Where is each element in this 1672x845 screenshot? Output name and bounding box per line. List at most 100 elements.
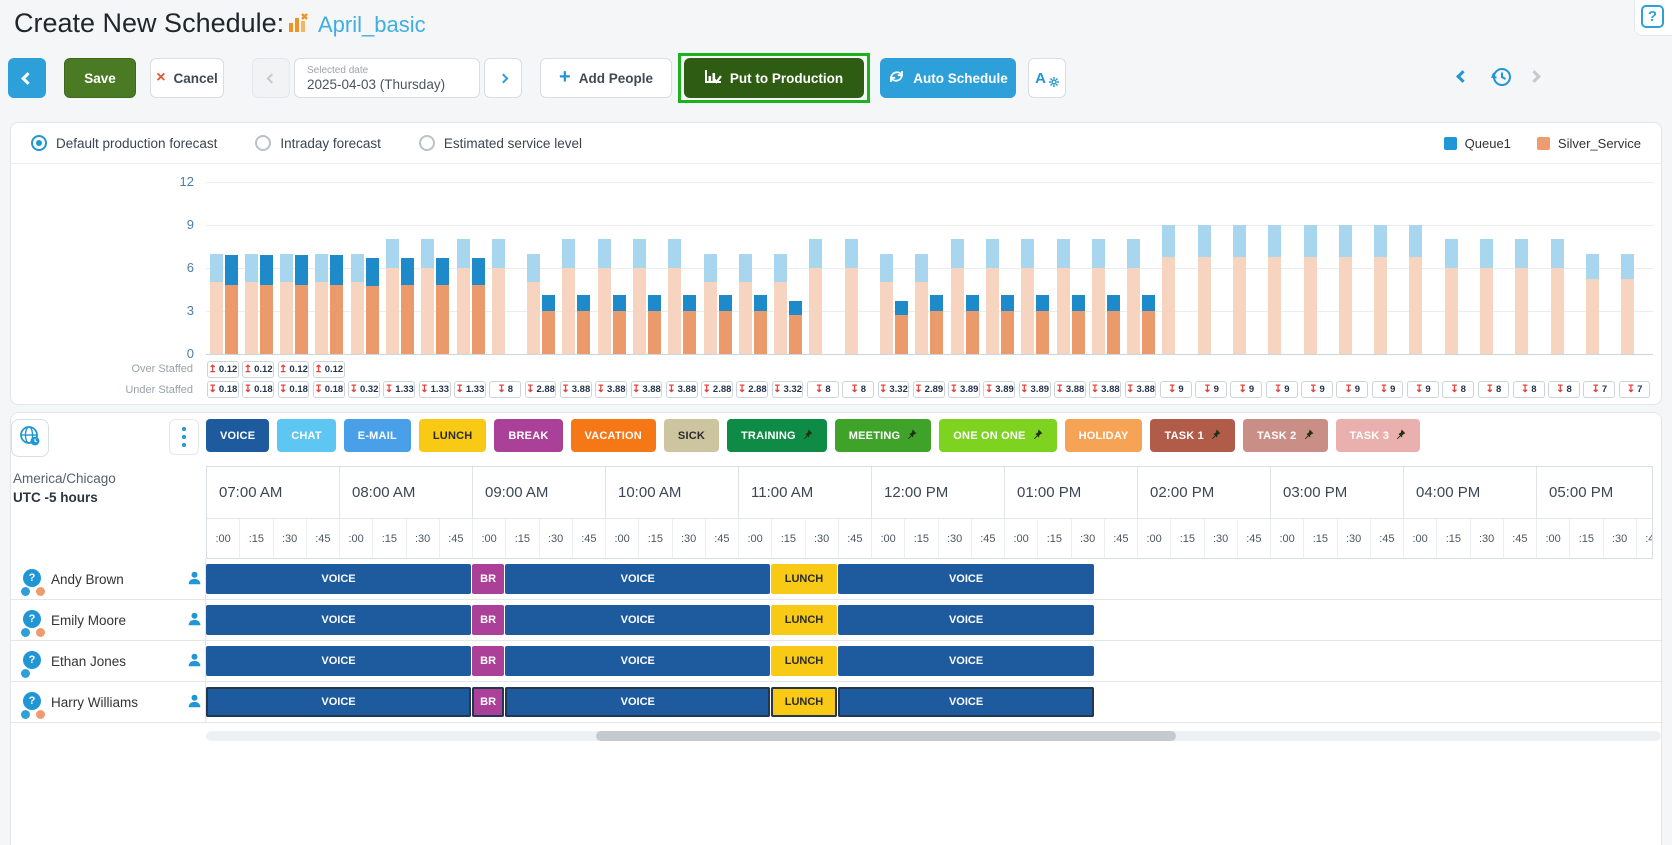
add-people-button[interactable]: + Add People bbox=[540, 58, 672, 98]
shift-segment-voice[interactable]: VOICE bbox=[505, 605, 771, 635]
legend-silver-service[interactable]: Silver_Service bbox=[1536, 136, 1641, 151]
history-back-button[interactable] bbox=[1456, 68, 1469, 86]
radio-estimated-service-level[interactable]: Estimated service level bbox=[418, 135, 582, 151]
staffing-arrow-icon: ↥ bbox=[314, 364, 323, 375]
quarter-header-cell: :45 bbox=[1637, 519, 1652, 558]
bar-segment bbox=[1197, 257, 1211, 354]
auto-schedule-button[interactable]: Auto Schedule bbox=[880, 58, 1016, 98]
next-date-button[interactable] bbox=[484, 58, 522, 98]
activities-menu-button[interactable] bbox=[169, 419, 199, 455]
activity-chip-label: TASK 2 bbox=[1257, 429, 1297, 442]
bar-segment bbox=[774, 253, 788, 283]
radio-intraday-forecast[interactable]: Intraday forecast bbox=[255, 135, 381, 151]
under-staffed-box: ↧ 2.88 bbox=[701, 381, 733, 398]
activity-chip-one-on-one[interactable]: ONE ON ONE bbox=[939, 419, 1057, 452]
auto-schedule-settings-button[interactable]: A bbox=[1028, 58, 1066, 98]
shift-segment-lunch[interactable]: LUNCH bbox=[771, 605, 837, 635]
previous-date-button[interactable] bbox=[252, 58, 290, 98]
shift-segment-voice[interactable]: VOICE bbox=[505, 564, 771, 594]
shift-segment-lunch[interactable]: LUNCH bbox=[771, 646, 837, 676]
staffing-arrow-icon: ↥ bbox=[279, 364, 288, 375]
timezone-globe-button[interactable] bbox=[11, 419, 49, 457]
shift-segment-voice[interactable]: VOICE bbox=[837, 687, 1095, 717]
activity-chip-training[interactable]: TRAINING bbox=[727, 419, 827, 452]
activity-chip-label: LUNCH bbox=[432, 429, 473, 442]
person-icon[interactable] bbox=[187, 611, 202, 632]
help-icon[interactable]: ? bbox=[1641, 5, 1664, 28]
person-icon[interactable] bbox=[187, 570, 202, 591]
shift-segment-voice[interactable]: VOICE bbox=[206, 646, 471, 676]
shift-segment-voice[interactable]: VOICE bbox=[505, 646, 771, 676]
activity-chip-vacation[interactable]: VACATION bbox=[570, 419, 656, 452]
activity-chip-lunch[interactable]: LUNCH bbox=[418, 419, 487, 452]
employee-schedule-track: VOICE BR VOICE LUNCH VOICE bbox=[206, 682, 1653, 723]
quarter-header-cell: :15 bbox=[506, 519, 540, 558]
employee-cell-andy-brown[interactable]: ? Andy Brown bbox=[11, 559, 206, 600]
back-button[interactable] bbox=[8, 58, 46, 98]
put-to-production-button[interactable]: Put to Production bbox=[684, 58, 864, 98]
shift-segment-voice[interactable]: VOICE bbox=[206, 605, 471, 635]
employee-info-icon[interactable]: ? bbox=[23, 692, 41, 710]
staffing-arrow-icon: ↧ bbox=[1450, 384, 1459, 395]
chevron-left-icon bbox=[20, 71, 34, 85]
bar-segment bbox=[809, 239, 823, 268]
shift-segment-voice[interactable]: VOICE bbox=[505, 687, 771, 717]
under-staffed-box: ↧ 9 bbox=[1301, 381, 1333, 398]
legend-queue1[interactable]: Queue1 bbox=[1443, 136, 1511, 151]
history-forward-button[interactable] bbox=[1528, 68, 1541, 86]
shift-segment-voice[interactable]: VOICE bbox=[206, 687, 471, 717]
activity-chip-meeting[interactable]: MEETING bbox=[834, 419, 932, 452]
activity-chip-task-1[interactable]: TASK 1 bbox=[1150, 419, 1235, 452]
employee-info-icon[interactable]: ? bbox=[23, 610, 41, 628]
employee-cell-ethan-jones[interactable]: ? Ethan Jones bbox=[11, 641, 206, 682]
shift-segment-voice[interactable]: VOICE bbox=[837, 564, 1095, 594]
activity-chip-voice[interactable]: VOICE bbox=[206, 419, 270, 452]
cancel-button[interactable]: × Cancel bbox=[150, 58, 224, 98]
activity-chip-sick[interactable]: SICK bbox=[663, 419, 720, 452]
shift-segment-br[interactable]: BR bbox=[472, 687, 505, 717]
shift-segment-lunch[interactable]: LUNCH bbox=[771, 564, 837, 594]
shift-segment-lunch[interactable]: LUNCH bbox=[771, 687, 837, 717]
shift-segment-br[interactable]: BR bbox=[472, 564, 505, 594]
shift-segment-voice[interactable]: VOICE bbox=[206, 564, 471, 594]
person-icon[interactable] bbox=[187, 652, 202, 673]
person-icon[interactable] bbox=[187, 693, 202, 714]
under-staffed-box: ↧ 7 bbox=[1618, 381, 1651, 398]
shift-segment-br[interactable]: BR bbox=[472, 605, 505, 635]
activity-chip-chat[interactable]: CHAT bbox=[277, 419, 336, 452]
history-clock-icon[interactable] bbox=[1491, 66, 1513, 93]
bar-segment bbox=[1021, 239, 1035, 268]
schedule-name[interactable]: April_basic bbox=[318, 12, 426, 37]
under-staffed-box: ↧ 2.88 bbox=[736, 381, 769, 398]
selected-date-field[interactable]: Selected date 2025-04-03 (Thursday) bbox=[294, 58, 480, 98]
shift-segment-voice[interactable]: VOICE bbox=[837, 605, 1095, 635]
hour-header-cell: 12:00 PM bbox=[872, 467, 1005, 518]
activity-chip-label: ONE ON ONE bbox=[953, 429, 1026, 442]
shift-segment-voice[interactable]: VOICE bbox=[837, 646, 1095, 676]
quarter-header-cell: :15 bbox=[1437, 519, 1471, 558]
activity-chip-e-mail[interactable]: E-MAIL bbox=[343, 419, 411, 452]
chart-interval bbox=[700, 182, 735, 354]
employee-schedule-track: VOICE BR VOICE LUNCH VOICE bbox=[206, 559, 1653, 600]
employee-info-icon[interactable]: ? bbox=[23, 651, 41, 669]
put-to-production-highlight-box bbox=[678, 53, 870, 103]
activity-chip-task-2[interactable]: TASK 2 bbox=[1243, 419, 1328, 452]
employee-row: ? Ethan Jones VOICE BR VOICE LUNCH VOICE bbox=[11, 641, 1663, 682]
horizontal-scrollbar-thumb[interactable] bbox=[596, 731, 1176, 741]
employee-cell-emily-moore[interactable]: ? Emily Moore bbox=[11, 600, 206, 641]
employee-info-icon[interactable]: ? bbox=[23, 569, 41, 587]
staffing-value: 8 bbox=[1495, 384, 1502, 395]
radio-default-production-forecast[interactable]: Default production forecast bbox=[31, 135, 217, 151]
save-button[interactable]: Save bbox=[64, 58, 136, 98]
y-axis-tick: 12 bbox=[179, 174, 194, 189]
quarter-header-cell: :30 bbox=[1072, 519, 1105, 558]
activity-chip-task-3[interactable]: TASK 3 bbox=[1335, 419, 1421, 452]
shift-segment-br[interactable]: BR bbox=[472, 646, 505, 676]
horizontal-scrollbar-track[interactable] bbox=[206, 731, 1661, 741]
staffing-arrow-icon: ↧ bbox=[1626, 384, 1636, 395]
chart-interval bbox=[1512, 182, 1547, 354]
employee-cell-harry-williams[interactable]: ? Harry Williams bbox=[11, 682, 206, 723]
activity-chip-holiday[interactable]: HOLIDAY bbox=[1064, 419, 1143, 452]
bar-segment bbox=[1585, 278, 1599, 354]
activity-chip-break[interactable]: BREAK bbox=[494, 419, 563, 452]
